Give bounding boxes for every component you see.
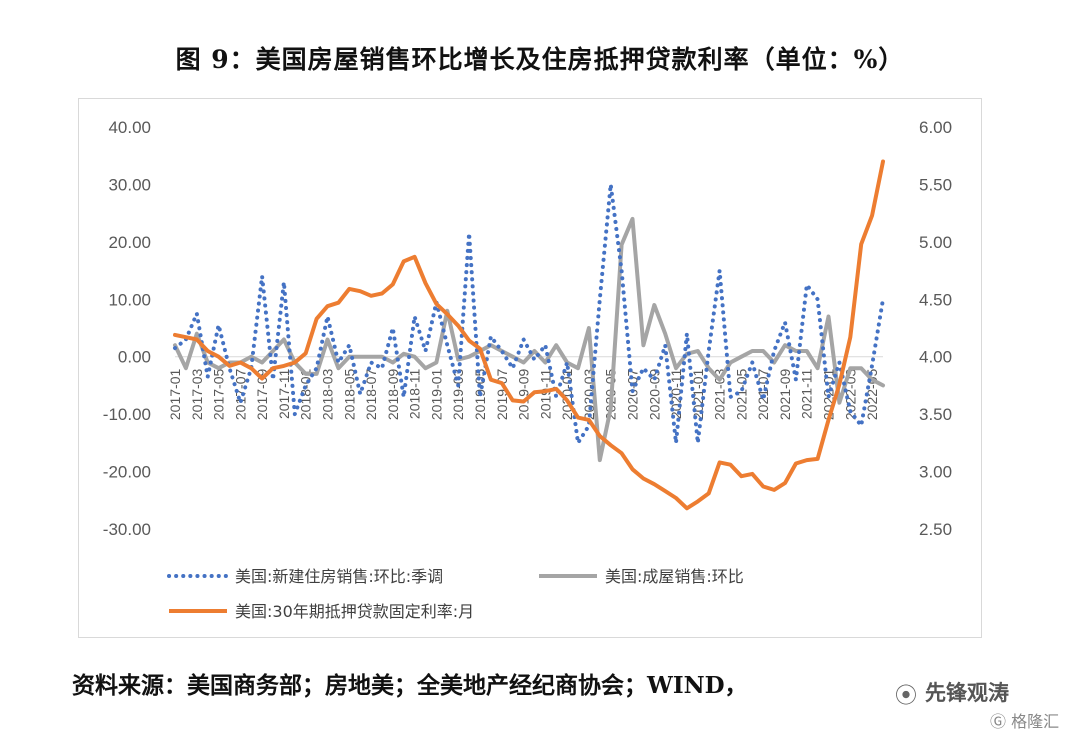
y-axis-left: 40.00 30.00 20.00 10.00 0.00 -10.00 -20.00 -30.… — [103, 118, 151, 539]
watermark-text: 先锋观涛 — [925, 681, 1009, 705]
x-tick-label: 2018-05 — [341, 369, 357, 421]
series-line-2 — [173, 216, 885, 463]
gelonghui-watermark-text: 格隆汇 — [1011, 712, 1060, 731]
series-layer — [173, 159, 885, 511]
y2-tick-label: 3.50 — [919, 405, 952, 424]
x-tick-label: 2020-07 — [624, 369, 640, 421]
gelonghui-logo-icon: Ⓖ — [990, 712, 1007, 731]
gelonghui-watermark: Ⓖ 格隆汇 — [990, 708, 1059, 732]
x-tick-label: 2019-11 — [537, 369, 553, 420]
x-tick-label: 2017-07 — [232, 369, 248, 421]
x-tick-label: 2018-09 — [385, 369, 401, 421]
y2-tick-label: 3.00 — [919, 463, 952, 482]
wechat-icon: ⦿ — [895, 684, 918, 709]
x-tick-label: 2017-05 — [211, 369, 227, 421]
x-tick-label: 2019-09 — [516, 369, 532, 421]
x-tick-label: 2021-11 — [799, 369, 815, 420]
x-tick-label: 2019-03 — [450, 369, 466, 421]
x-tick-label: 2021-09 — [777, 369, 793, 421]
series-line-1 — [173, 182, 885, 445]
legend-label-1: 美国:新建住房销售:环比:季调 — [235, 567, 443, 586]
y2-tick-label: 4.50 — [919, 290, 952, 309]
chart-frame: 40.00 30.00 20.00 10.00 0.00 -10.00 -20.00 -30.… — [78, 98, 982, 638]
x-tick-label: 2017-09 — [254, 369, 270, 421]
y-tick-label: 30.00 — [108, 175, 151, 194]
source-note: 资料来源：美国商务部；房地美；全美地产经纪商协会；WIND， — [72, 672, 748, 699]
y-tick-label: -10.00 — [103, 405, 151, 424]
y2-tick-label: 4.00 — [919, 348, 952, 367]
y-tick-label: 0.00 — [118, 348, 151, 367]
y-tick-label: 20.00 — [108, 233, 151, 252]
x-tick-label: 2018-07 — [363, 369, 379, 421]
legend-label-3: 美国:30年期抵押贷款固定利率:月 — [235, 602, 474, 621]
legend-label-2: 美国:成屋销售:环比 — [605, 567, 744, 586]
y2-tick-label: 5.50 — [919, 175, 952, 194]
x-tick-label: 2020-09 — [646, 369, 662, 421]
y-tick-label: 40.00 — [108, 118, 151, 137]
x-tick-label: 2021-01 — [690, 369, 706, 421]
x-tick-label: 2021-03 — [712, 369, 728, 421]
x-tick-label: 2017-01 — [167, 369, 183, 421]
y-tick-label: 10.00 — [108, 290, 151, 309]
y-tick-label: -20.00 — [103, 463, 151, 482]
y-tick-label: -30.00 — [103, 520, 151, 539]
x-tick-label: 2017-11 — [276, 369, 292, 420]
chart-legend: 美国:新建住房销售:环比:季调 美国:成屋销售:环比美国:30年期抵押贷款固定利率… — [167, 567, 744, 621]
series-line-3 — [173, 159, 885, 511]
x-tick-label: 2017-03 — [189, 369, 205, 421]
y2-tick-label: 2.50 — [919, 520, 952, 539]
y-axis-right: 6.00 5.50 5.00 4.50 4.00 3.50 3.00 2.50 — [919, 118, 952, 539]
y2-tick-label: 6.00 — [919, 118, 952, 137]
line-chart: 40.00 30.00 20.00 10.00 0.00 -10.00 -20.00 -30.… — [103, 118, 952, 621]
x-tick-label: 2019-01 — [428, 369, 444, 421]
x-tick-label: 2018-11 — [407, 369, 423, 420]
y2-tick-label: 5.00 — [919, 233, 952, 252]
x-tick-label: 2018-03 — [319, 369, 335, 421]
figure-title: 图 9：美国房屋销售环比增长及住房抵押贷款利率（单位：%） — [175, 45, 905, 74]
